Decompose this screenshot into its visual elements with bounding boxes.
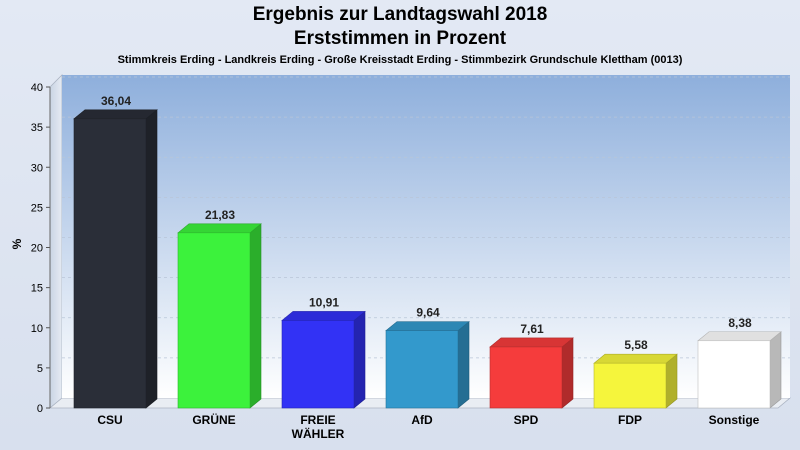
bar-side [353, 310, 366, 409]
data-label: 36,04 [101, 94, 131, 108]
bar [73, 118, 147, 409]
bar-6: 8,38 [697, 316, 782, 409]
x-tick-label: GRÜNE [192, 412, 235, 427]
y-tick-label: 40 [31, 82, 43, 94]
bar-top [697, 331, 782, 342]
bar-3: 9,64 [385, 306, 470, 409]
y-tick-label: 5 [37, 363, 43, 375]
bar-side [769, 331, 782, 409]
x-tick-label: Sonstige [709, 413, 760, 427]
data-label: 9,64 [416, 306, 440, 320]
bar-5: 5,58 [593, 338, 678, 409]
chart-caption: Stimmkreis Erding - Landkreis Erding - G… [117, 54, 683, 66]
bar-side [457, 321, 470, 409]
x-tick-label: AfD [411, 413, 433, 427]
data-label: 10,91 [309, 295, 339, 309]
data-label: 5,58 [624, 338, 648, 352]
bar [385, 330, 459, 409]
y-tick-label: 25 [31, 202, 43, 214]
bar-side [249, 223, 262, 409]
bar [177, 232, 251, 409]
x-axis-labels: CSU GRÜNE FREIE WÄHLER AfD SPD FDP Sonstige [97, 412, 759, 441]
bar-side [145, 109, 158, 409]
bar-top [593, 353, 678, 364]
left-wall [49, 74, 63, 409]
bar-top [73, 109, 158, 120]
bar-4: 7,61 [489, 322, 574, 409]
data-label: 21,83 [205, 208, 235, 222]
y-axis: 0 5 10 15 20 25 30 35 40 [31, 82, 51, 415]
bar-top [177, 223, 262, 234]
bars: 36,04 21,83 10,91 9,64 7,61 5,58 8,38 [73, 94, 782, 409]
bar-0: 36,04 [73, 94, 158, 409]
x-tick-label: CSU [97, 413, 122, 427]
bar-top [385, 321, 470, 331]
bar-top [489, 337, 574, 348]
bar [281, 320, 355, 409]
y-tick-label: 15 [31, 283, 43, 295]
y-tick-label: 0 [37, 403, 43, 415]
bar-side [561, 337, 574, 409]
chart-title: Ergebnis zur Landtagswahl 2018 [252, 4, 548, 25]
data-label: 8,38 [728, 316, 752, 330]
y-tick-label: 20 [31, 243, 43, 255]
y-tick-label: 30 [31, 162, 43, 174]
bar [593, 362, 667, 409]
y-axis-label: % [10, 238, 24, 249]
data-label: 7,61 [520, 322, 544, 336]
chart-subtitle: Erststimmen in Prozent [293, 28, 507, 49]
bar-1: 21,83 [177, 208, 262, 409]
bar [697, 340, 771, 409]
x-tick-label: SPD [514, 413, 539, 427]
bar [489, 346, 563, 409]
x-tick-label: FDP [618, 413, 642, 427]
x-tick-label: FREIE WÄHLER [292, 413, 345, 441]
y-tick-label: 35 [31, 122, 43, 134]
bar-top [281, 311, 366, 321]
bar-2: 10,91 [281, 295, 366, 409]
bar-side [665, 353, 678, 409]
y-tick-label: 10 [31, 323, 43, 335]
